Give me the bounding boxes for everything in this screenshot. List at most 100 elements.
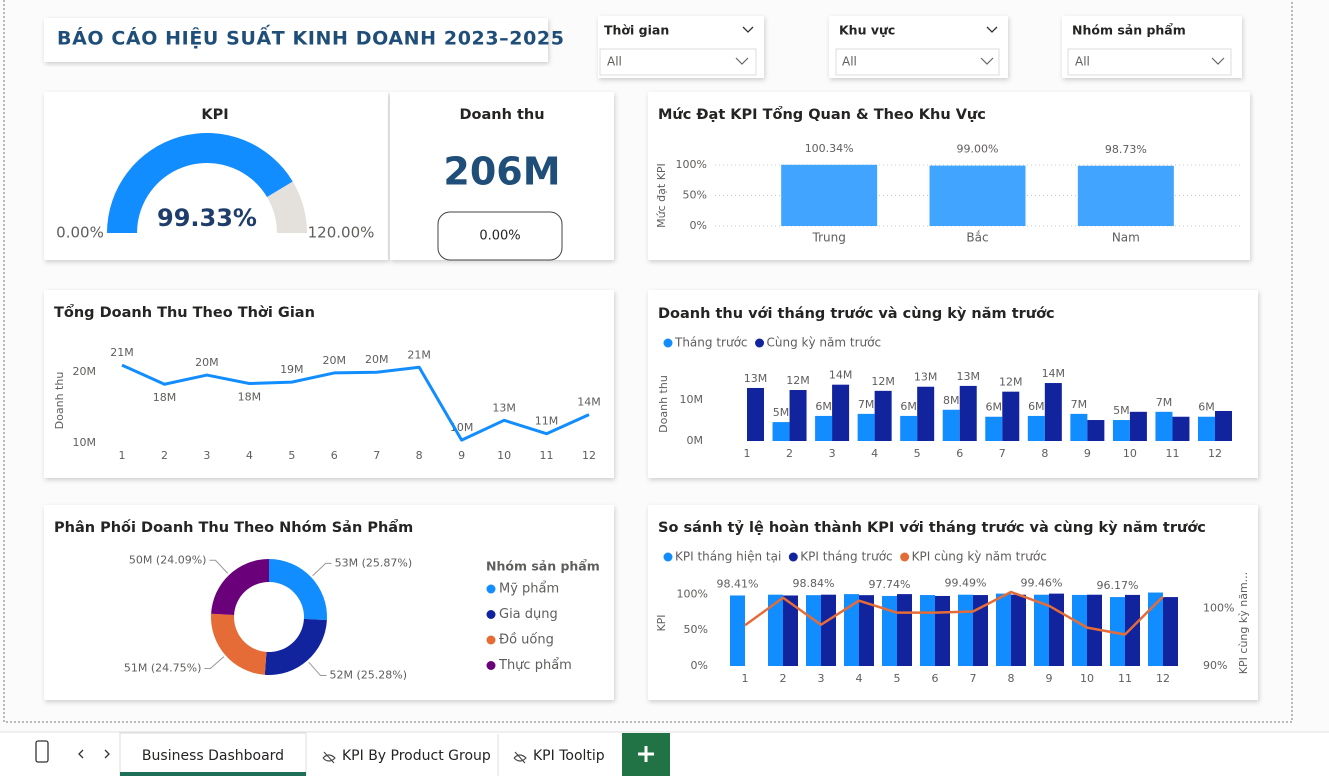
legend-label: KPI tháng hiện tại <box>675 550 781 564</box>
data-label: 6M <box>1198 401 1215 414</box>
bar <box>772 422 790 441</box>
bar <box>832 384 850 441</box>
leader-line <box>308 661 327 677</box>
data-label: 7M <box>1071 398 1088 411</box>
y-axis-title: Mức đạt KPI <box>655 163 668 228</box>
bar <box>1044 383 1062 441</box>
bar <box>1070 413 1088 441</box>
y-tick-label: 50% <box>684 623 708 636</box>
bar <box>959 385 977 441</box>
data-label: 97.74% <box>869 578 911 591</box>
tab-bg <box>119 732 307 776</box>
bar <box>874 390 892 441</box>
y-tick-label: 20M <box>73 365 97 378</box>
data-label: 11M <box>535 415 559 428</box>
x-tick-label: 7 <box>999 447 1006 460</box>
data-label: 98.73% <box>1105 143 1147 156</box>
bar <box>1125 594 1140 666</box>
x-tick-label: Bắc <box>966 231 988 245</box>
data-label: 51M (24.75%) <box>124 661 202 674</box>
card-title: Doanh thu <box>459 107 544 123</box>
bar <box>1112 420 1130 441</box>
filter[interactable]: Khu vực All <box>829 16 1008 78</box>
tab[interactable]: KPI Tooltip <box>513 748 605 764</box>
bar <box>920 595 935 666</box>
tab[interactable]: KPI By Product Group <box>322 734 499 776</box>
data-label: 98.41% <box>717 577 759 590</box>
y-tick-label: 10M <box>73 436 97 449</box>
leader-line <box>312 562 332 577</box>
legend-marker <box>663 552 673 562</box>
bar <box>1198 416 1215 441</box>
next-arrow[interactable] <box>104 749 110 759</box>
leader-line <box>209 559 229 574</box>
kpi-card <box>44 92 388 260</box>
add-page-button[interactable] <box>622 733 670 776</box>
bar <box>1087 420 1105 441</box>
x-tick-label: Trung <box>812 231 846 245</box>
mobile-icon[interactable] <box>35 740 49 763</box>
change-box <box>437 211 563 261</box>
data-label: 21M <box>407 348 431 361</box>
x-tick-label: 1 <box>744 447 751 460</box>
data-label: 6M <box>815 400 832 413</box>
data-label: 14M <box>829 369 853 382</box>
bar <box>958 594 973 666</box>
bar <box>882 595 897 666</box>
tab-label: Business Dashboard <box>142 748 284 764</box>
bar <box>1049 593 1064 666</box>
data-label: 13M <box>914 371 938 384</box>
x-tick-label: Nam <box>1112 231 1140 245</box>
x-tick-label: 2 <box>780 672 787 685</box>
x-tick-label: 4 <box>246 449 253 462</box>
data-label: 99.00% <box>957 143 999 156</box>
x-tick-label: 1 <box>119 449 126 462</box>
bar <box>844 594 859 666</box>
prev-arrow[interactable] <box>78 749 84 759</box>
data-label: 12M <box>871 375 895 388</box>
x-tick-label: 6 <box>932 672 939 685</box>
data-label: 20M <box>323 354 347 367</box>
chart-card <box>44 290 614 478</box>
data-label: 99.46% <box>1021 577 1063 590</box>
data-label: 7M <box>858 398 875 411</box>
bar <box>1129 411 1147 441</box>
bar <box>859 595 874 666</box>
chart-title: KPI <box>201 107 228 123</box>
x-tick-label: 11 <box>1118 672 1132 685</box>
bar <box>917 386 935 441</box>
data-label: 99.49% <box>945 577 987 590</box>
data-label: 6M <box>900 400 917 413</box>
data-label: 12M <box>786 374 810 387</box>
x-tick-label: 6 <box>331 449 338 462</box>
y-axis-title: Doanh thu <box>657 375 670 433</box>
data-label: 98.84% <box>793 577 835 590</box>
x-tick-label: 8 <box>1041 447 1048 460</box>
data-label: 8M <box>943 394 960 407</box>
data-label: 53M (25.87%) <box>335 556 413 569</box>
x-tick-label: 3 <box>203 449 210 462</box>
filter-value: All <box>1075 55 1090 69</box>
filter[interactable]: Thời gian All <box>598 16 764 78</box>
bar <box>783 595 798 666</box>
filter-label: Thời gian <box>604 23 669 38</box>
dropdown <box>835 48 1000 76</box>
chevron <box>1211 57 1225 65</box>
bar <box>815 415 833 441</box>
bar <box>1148 592 1163 666</box>
filter[interactable]: Nhóm sản phẩm All <box>1062 16 1242 78</box>
tab[interactable]: Business Dashboard <box>119 732 307 776</box>
data-label: 14M <box>577 396 601 409</box>
data-label: 13M <box>956 370 980 383</box>
filter-value: All <box>607 55 622 69</box>
donut-slice <box>264 618 327 675</box>
x-tick-label: 10 <box>1123 447 1137 460</box>
y-tick-label: 100% <box>677 587 708 600</box>
x-tick-label: 1 <box>742 672 749 685</box>
x-tick-label: 7 <box>373 449 380 462</box>
bar <box>900 415 918 441</box>
chart-title: Doanh thu với tháng trước và cùng kỳ năm… <box>658 306 1055 322</box>
data-label: 19M <box>280 363 304 376</box>
donut-slice <box>211 613 267 675</box>
legend-label: Đồ uống <box>499 633 554 648</box>
